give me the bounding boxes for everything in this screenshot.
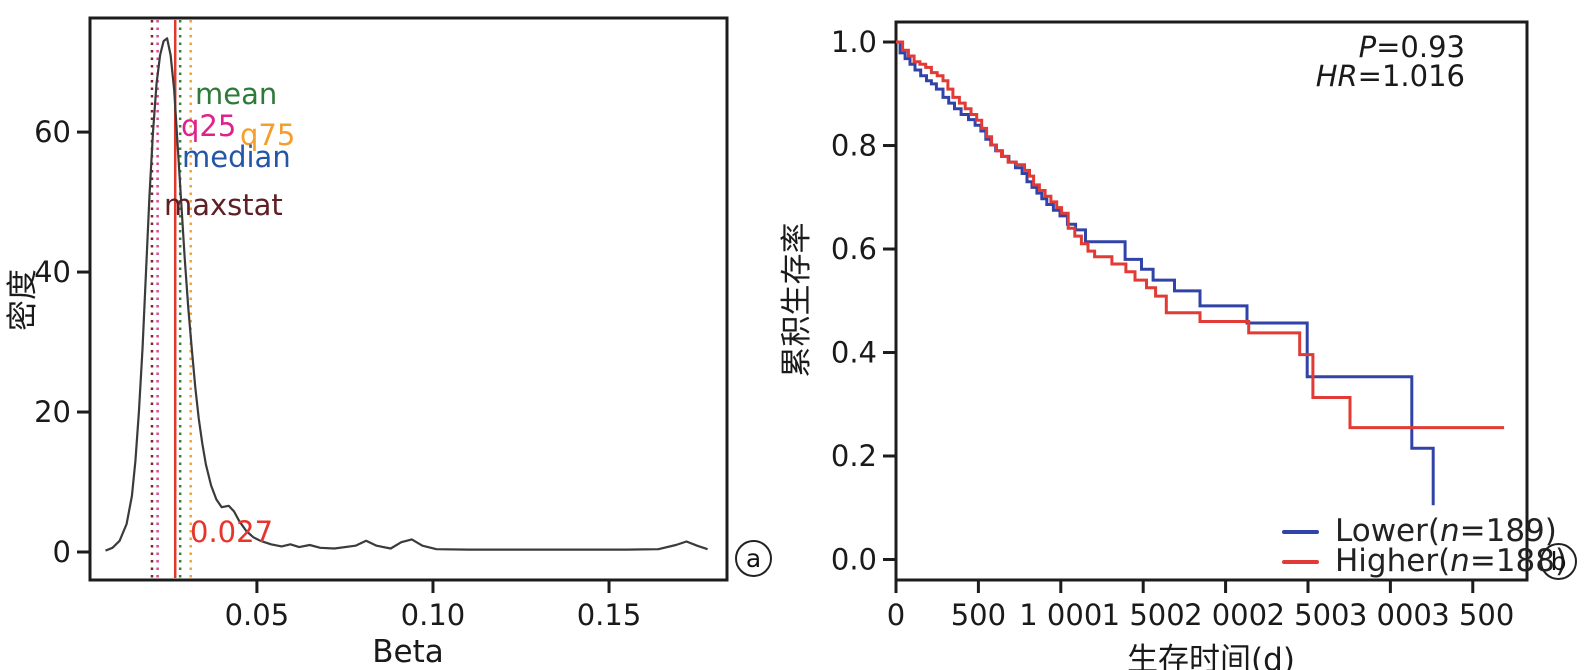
legend-item-higher: Higher(n=188) bbox=[1282, 546, 1567, 577]
panel-label-b: b bbox=[1540, 543, 1577, 580]
svg-text:20: 20 bbox=[34, 395, 71, 429]
annotation-q75: q75 bbox=[240, 118, 296, 152]
svg-text:40: 40 bbox=[34, 255, 71, 289]
svg-text:2 000: 2 000 bbox=[1184, 598, 1267, 632]
svg-text:500: 500 bbox=[951, 598, 1006, 632]
survival-y-axis-title: 累积生存率 bbox=[779, 222, 815, 378]
density-y-axis-title: 密度 bbox=[5, 269, 41, 331]
svg-text:0.4: 0.4 bbox=[831, 336, 877, 370]
annotation-cutoff-value: 0.027 bbox=[190, 515, 274, 549]
legend-item-lower: Lower(n=189) bbox=[1282, 516, 1557, 547]
panel-label-a: a bbox=[735, 540, 772, 577]
survival-plot: 0 500 1 000 1 500 2 000 2 500 3 000 3 500 0.0 0.2… bbox=[831, 20, 1529, 632]
svg-text:1.0: 1.0 bbox=[831, 25, 877, 59]
annotation-maxstat: maxstat bbox=[164, 188, 283, 222]
annotation-mean: mean bbox=[195, 77, 278, 111]
survival-x-axis-title: 生存时间(d) bbox=[1127, 642, 1295, 670]
svg-text:1 500: 1 500 bbox=[1102, 598, 1185, 632]
svg-text:0: 0 bbox=[53, 535, 71, 569]
svg-text:0: 0 bbox=[887, 598, 905, 632]
density-x-axis-title: Beta bbox=[372, 634, 444, 670]
svg-text:0.05: 0.05 bbox=[225, 598, 290, 632]
svg-text:0.8: 0.8 bbox=[831, 129, 877, 163]
svg-text:0.2: 0.2 bbox=[831, 439, 877, 473]
svg-text:0.10: 0.10 bbox=[401, 598, 466, 632]
annotation-q25: q25 bbox=[181, 109, 237, 143]
legend-label-higher: Higher(n=188) bbox=[1335, 543, 1568, 579]
svg-text:2 500: 2 500 bbox=[1266, 598, 1349, 632]
higher-line-swatch bbox=[1282, 559, 1319, 564]
svg-text:3 000: 3 000 bbox=[1349, 598, 1432, 632]
lower-line-swatch bbox=[1282, 529, 1319, 534]
p-value-text: P=0.93 bbox=[1358, 30, 1465, 64]
svg-text:0.0: 0.0 bbox=[831, 543, 877, 577]
annotation-median: median bbox=[182, 140, 291, 174]
density-plot: 0.05 0.10 0.15 0 20 40 60 bbox=[34, 16, 729, 632]
hazard-ratio-text: HR=1.016 bbox=[1315, 59, 1465, 93]
svg-text:1 000: 1 000 bbox=[1019, 598, 1102, 632]
svg-text:3 500: 3 500 bbox=[1431, 598, 1514, 632]
svg-text:0.15: 0.15 bbox=[577, 598, 642, 632]
svg-text:60: 60 bbox=[34, 115, 71, 149]
legend-label-lower: Lower(n=189) bbox=[1335, 513, 1557, 549]
svg-text:0.6: 0.6 bbox=[831, 232, 877, 266]
